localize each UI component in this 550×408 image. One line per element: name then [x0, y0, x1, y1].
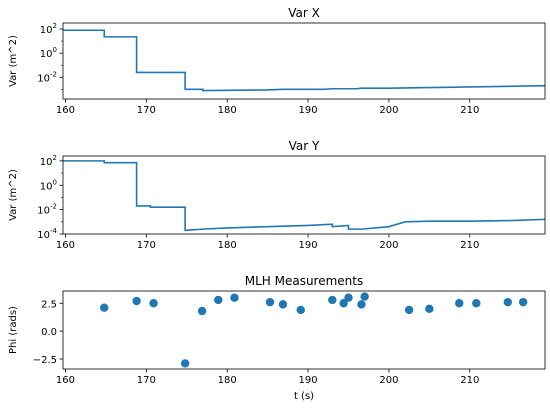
scatter-point-14 — [357, 300, 366, 309]
scatter-point-1 — [100, 303, 109, 312]
y-tick-label: 10-2 — [37, 203, 57, 217]
y-tick-label: 102 — [40, 154, 57, 168]
x-tick-label: 200 — [379, 375, 398, 386]
scatter-point-16 — [404, 305, 414, 315]
scatter-point-3 — [149, 299, 158, 308]
scatter-point-15 — [360, 292, 369, 301]
x-tick-label: 200 — [379, 240, 398, 251]
x-tick-label: 160 — [56, 375, 75, 386]
scatter-point-10 — [296, 305, 305, 315]
x-tick-label: 160 — [56, 240, 75, 251]
x-tick-label: 180 — [218, 105, 237, 116]
chart-panel-1: Var X 160 170 180 190 200 210 102 100 10-2 Var (m^… — [8, 6, 546, 116]
x-tick-label: 200 — [379, 105, 398, 116]
scatter-point-11 — [328, 295, 337, 305]
x-tick-label: 170 — [137, 105, 156, 116]
axes-frame — [62, 290, 546, 370]
y-tick-label: 2.5 — [41, 299, 57, 310]
y-tick-label: 0.0 — [41, 327, 57, 338]
x-tick-label: 210 — [460, 375, 479, 386]
x-tick-label: 190 — [298, 240, 317, 251]
x-tick-label: 210 — [460, 105, 479, 116]
chart-panel-2: Var Y 160 170 180 190 200 210 102 100 10-2 10-4 Var… — [8, 139, 546, 251]
axes-frame — [62, 155, 546, 235]
y-tick-label: −2.5 — [33, 355, 57, 366]
x-axis-label: t (s) — [294, 391, 314, 402]
series-line-1 — [63, 160, 545, 232]
x-tick-label: 170 — [137, 240, 156, 251]
chart-panel-3: MLH Measurements 160 170 180 190 200 210 2.5 0.0… — [8, 274, 546, 402]
y-tick-label: 10-4 — [37, 227, 57, 241]
y-axis-label: Phi (rads) — [8, 306, 19, 354]
series-line-1 — [63, 29, 545, 92]
x-tick-label: 190 — [298, 375, 317, 386]
y-tick-label: 102 — [40, 22, 57, 36]
scatter-point-4 — [180, 359, 190, 368]
scatter-point-13 — [344, 293, 353, 302]
y-axis-label: Var (m^2) — [8, 35, 19, 87]
y-tick-label: 100 — [40, 178, 57, 192]
scatter-point-9 — [278, 300, 288, 309]
chart-title: MLH Measurements — [245, 274, 364, 288]
x-tick-label: 180 — [218, 375, 237, 386]
scatter-point-21 — [518, 297, 528, 307]
x-tick-label: 210 — [460, 240, 479, 251]
y-tick-label: 10-2 — [37, 70, 57, 84]
scatter-point-12 — [339, 299, 348, 308]
scatter-point-8 — [265, 297, 275, 307]
scatter-point-2 — [132, 296, 141, 306]
y-axis-label: Var (m^2) — [8, 169, 19, 221]
scatter-point-17 — [425, 304, 434, 314]
scatter-point-7 — [230, 293, 239, 302]
x-tick-label: 180 — [218, 240, 237, 251]
chart-title: Var X — [288, 6, 320, 20]
chart-title: Var Y — [289, 139, 320, 153]
y-tick-label: 100 — [40, 46, 57, 60]
scatter-point-6 — [214, 295, 223, 305]
x-tick-label: 170 — [137, 375, 156, 386]
x-tick-label: 190 — [298, 105, 317, 116]
scatter-point-19 — [472, 299, 481, 308]
scatter-point-5 — [197, 306, 207, 316]
x-tick-label: 160 — [56, 105, 75, 116]
scatter-point-20 — [503, 297, 512, 307]
scatter-point-18 — [455, 299, 464, 308]
axes-frame — [62, 22, 546, 100]
